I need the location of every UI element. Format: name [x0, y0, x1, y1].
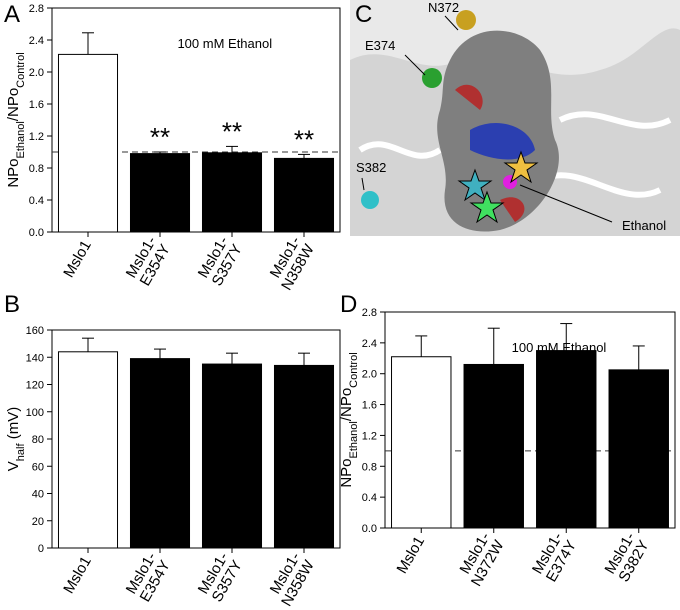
y-tick-label: 2.8 — [362, 307, 377, 319]
y-axis-label-part: NPo — [5, 158, 22, 187]
residue — [456, 10, 476, 30]
y-tick-label: 1.2 — [362, 430, 377, 442]
y-tick-label: 160 — [26, 325, 44, 337]
y-axis-label-part: Ethanol — [15, 121, 27, 158]
bar — [273, 364, 335, 549]
residue-label: N372 — [428, 0, 459, 15]
y-axis-label: Vhalf (mV) — [5, 407, 27, 471]
y-tick-label: 2.8 — [29, 3, 44, 15]
panel-label: A — [4, 1, 20, 28]
y-tick-label: 0.0 — [29, 227, 44, 239]
y-tick-label: 2.4 — [29, 35, 44, 47]
y-axis-label-part: Control — [348, 352, 360, 387]
x-tick-label: Mslo1 — [60, 238, 95, 281]
bar — [129, 153, 191, 233]
significance: ** — [222, 116, 242, 146]
residue — [422, 68, 442, 88]
y-tick-label: 140 — [26, 352, 44, 364]
residue-label: S382 — [356, 160, 386, 175]
bar — [608, 369, 669, 529]
y-axis-label-part: /NPo — [338, 388, 355, 421]
panel-c-image: C N372 E374 S382 Ethanol — [350, 0, 680, 236]
bar — [57, 351, 119, 549]
surface-red — [455, 84, 525, 222]
y-tick-label: 100 — [26, 407, 44, 419]
significance: ** — [294, 124, 314, 154]
y-axis-label-part: Control — [15, 52, 27, 87]
y-axis-label-part: NPo — [338, 458, 355, 487]
y-tick-label: 1.6 — [362, 400, 377, 412]
y-tick-label: 0.4 — [29, 195, 44, 207]
plot-frame — [384, 311, 676, 529]
y-axis-label-part: V — [5, 461, 22, 471]
bar — [129, 358, 191, 549]
y-tick-label: 0.4 — [362, 492, 377, 504]
star — [469, 190, 505, 224]
x-tick-label: Mslo1 — [60, 554, 95, 597]
y-tick-label: 60 — [32, 461, 44, 473]
panel-label: D — [340, 291, 357, 318]
y-axis-label-part: half — [15, 443, 27, 462]
panel-label: B — [4, 291, 20, 318]
y-tick-label: 80 — [32, 434, 44, 446]
significance: ** — [150, 122, 170, 152]
bar — [463, 363, 524, 529]
pointer — [361, 177, 365, 191]
plot-frame — [51, 7, 341, 233]
bar — [391, 356, 452, 529]
bar — [201, 152, 263, 233]
surface-blue — [470, 122, 535, 160]
y-axis-label-part: Ethanol — [348, 421, 360, 458]
y-tick-label: 0.0 — [362, 523, 377, 535]
annotation: 100 mM Ethanol — [177, 36, 272, 51]
y-axis-label-part: (mV) — [5, 407, 22, 444]
star — [503, 150, 539, 184]
x-tick-label: Mslo1 — [393, 534, 428, 577]
y-axis-label: NPoEthanol/NPoControl — [338, 352, 360, 487]
bar — [57, 53, 119, 233]
panel-label: C — [355, 1, 372, 28]
y-tick-label: 1.6 — [29, 99, 44, 111]
y-tick-label: 2.0 — [29, 67, 44, 79]
pointer — [444, 15, 459, 31]
y-axis-label-part: /NPo — [5, 88, 22, 121]
y-tick-label: 120 — [26, 380, 44, 392]
residue-label: E374 — [365, 38, 395, 53]
bar — [536, 350, 597, 529]
bar — [201, 363, 263, 549]
ethanol-label: Ethanol — [622, 218, 666, 233]
y-tick-label: 1.2 — [29, 131, 44, 143]
y-axis-label: NPoEthanol/NPoControl — [5, 52, 27, 187]
residue — [361, 191, 379, 209]
y-tick-label: 2.0 — [362, 369, 377, 381]
star — [457, 168, 493, 202]
bar — [273, 157, 335, 233]
y-tick-label: 40 — [32, 489, 44, 501]
y-tick-label: 0.8 — [362, 461, 377, 473]
pointer — [519, 184, 613, 223]
y-tick-label: 2.4 — [362, 338, 377, 350]
y-tick-label: 0.8 — [29, 163, 44, 175]
y-tick-label: 20 — [32, 516, 44, 528]
y-tick-label: 0 — [38, 543, 44, 555]
pointer — [404, 54, 426, 76]
